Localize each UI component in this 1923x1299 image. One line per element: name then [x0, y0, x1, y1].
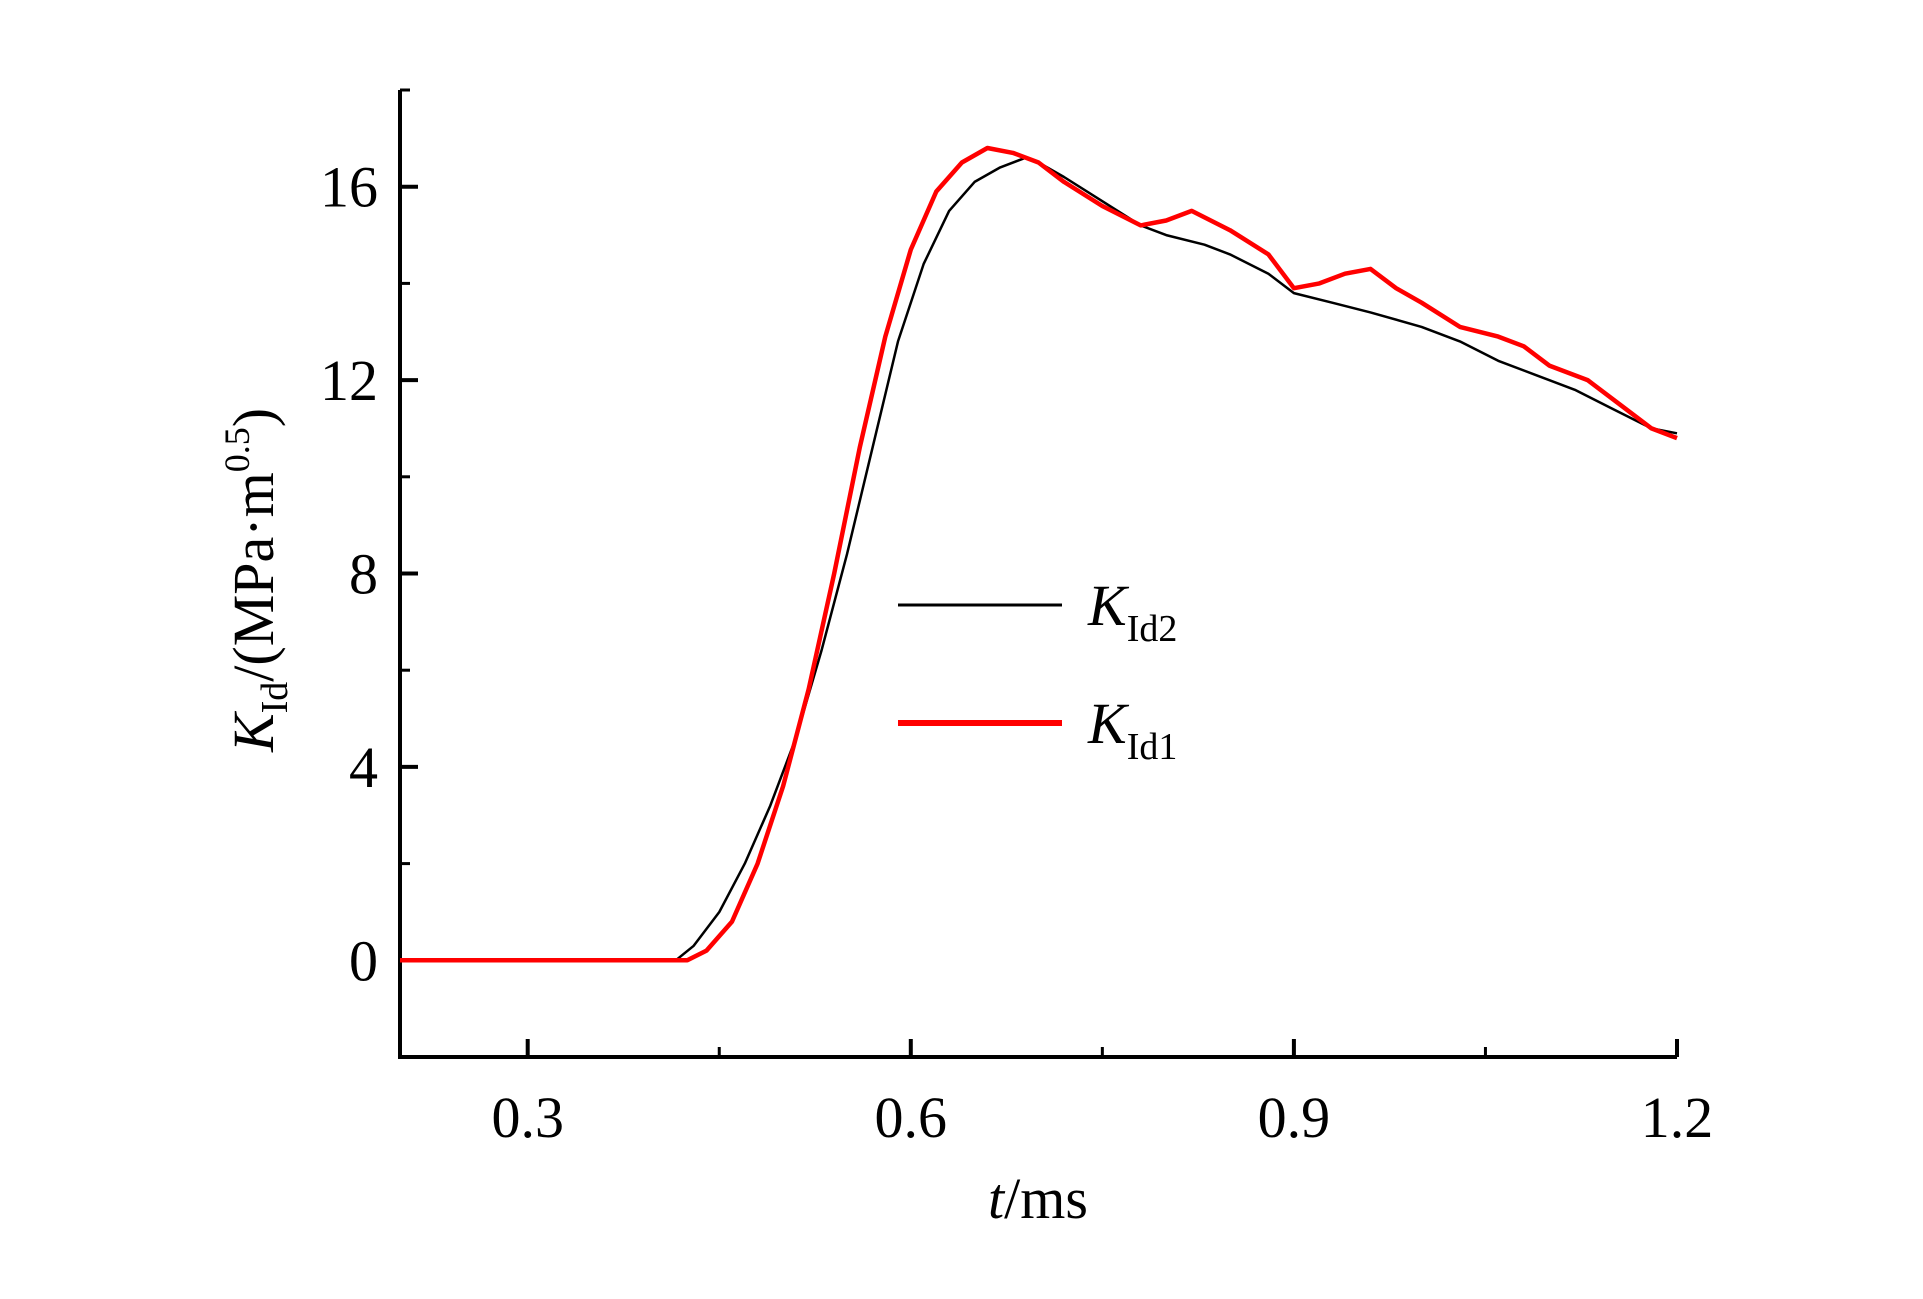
y-tick-label: 8 [349, 542, 378, 607]
ticks [400, 88, 1679, 1059]
x-tick-label: 0.6 [875, 1085, 948, 1150]
x-axis-title: t/ms [988, 1166, 1088, 1231]
y-tick-label: 4 [349, 735, 378, 800]
axes [398, 90, 1677, 1059]
x-tick-label: 1.2 [1641, 1085, 1714, 1150]
series-group [400, 145, 1678, 963]
series-line-k-id1 [400, 145, 1678, 963]
legend-label-kid1: KId1 [1087, 691, 1177, 768]
y-tick-label: 12 [320, 348, 378, 413]
tick-labels: 0.3 0.6 0.9 1.2 0 4 8 12 16 [320, 155, 1713, 1150]
series-line-k-id2 [400, 156, 1678, 962]
x-tick-label: 0.9 [1258, 1085, 1331, 1150]
y-tick-label: 16 [320, 155, 378, 220]
x-tick-label: 0.3 [491, 1085, 564, 1150]
legend: KId2 KId1 [898, 573, 1177, 768]
legend-label-kid2: KId2 [1087, 573, 1177, 650]
y-axis-title: KId/(MPa·m0.5) [217, 408, 296, 753]
y-tick-label: 0 [349, 928, 378, 993]
